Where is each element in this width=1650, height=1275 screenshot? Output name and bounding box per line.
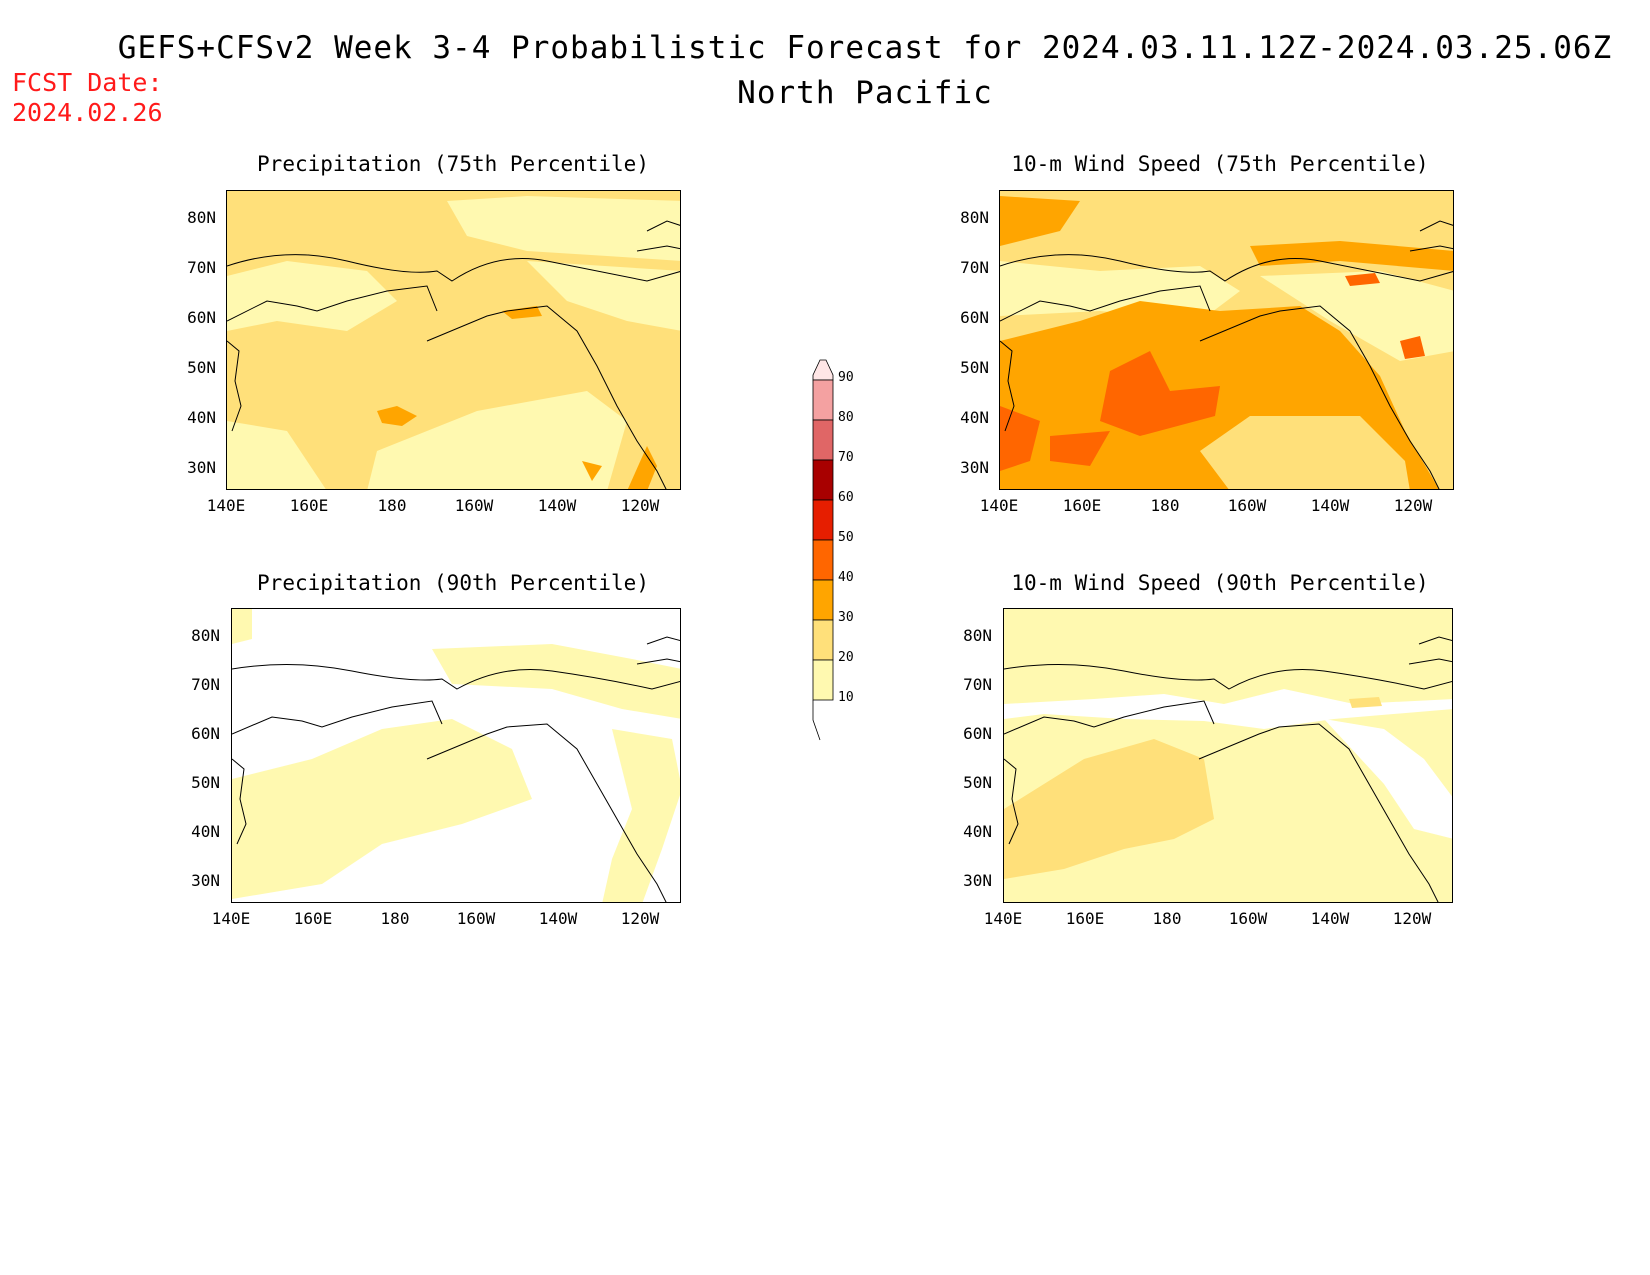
lat-label: 50N bbox=[963, 773, 992, 792]
lon-label: 180 bbox=[1150, 496, 1180, 515]
colorbar-label: 40 bbox=[838, 570, 854, 585]
lon-label: 160W bbox=[1228, 909, 1268, 928]
lat-label: 30N bbox=[963, 871, 992, 890]
colorbar bbox=[810, 330, 870, 754]
lon-label: 140E bbox=[206, 496, 246, 515]
lon-label: 180 bbox=[1152, 909, 1182, 928]
panel-title-precip-75: Precipitation (75th Percentile) bbox=[257, 152, 649, 176]
lat-label: 40N bbox=[187, 408, 216, 427]
lon-label: 140W bbox=[1310, 496, 1350, 515]
lat-label: 80N bbox=[187, 208, 216, 227]
colorbar-label: 70 bbox=[838, 450, 854, 465]
lat-label: 70N bbox=[191, 675, 220, 694]
map-precip-90 bbox=[231, 608, 681, 903]
lon-label: 140W bbox=[538, 909, 578, 928]
panel-title-wind-90: 10-m Wind Speed (90th Percentile) bbox=[1011, 571, 1429, 595]
lon-label: 160W bbox=[454, 496, 494, 515]
lon-label: 140E bbox=[979, 496, 1019, 515]
lat-label: 40N bbox=[960, 408, 989, 427]
lon-label: 140W bbox=[1310, 909, 1350, 928]
lon-label: 140W bbox=[537, 496, 577, 515]
lat-label: 50N bbox=[191, 773, 220, 792]
lon-label: 160W bbox=[456, 909, 496, 928]
lat-label: 30N bbox=[191, 871, 220, 890]
lat-label: 60N bbox=[187, 308, 216, 327]
lon-label: 140E bbox=[983, 909, 1023, 928]
lat-label: 70N bbox=[960, 258, 989, 277]
colorbar-swatch bbox=[812, 619, 834, 661]
panel-title-precip-90: Precipitation (90th Percentile) bbox=[257, 571, 649, 595]
colorbar-swatch bbox=[812, 499, 834, 541]
main-title: GEFS+CFSv2 Week 3-4 Probabilistic Foreca… bbox=[117, 30, 1613, 66]
lon-label: 160E bbox=[1065, 909, 1105, 928]
colorbar-label: 50 bbox=[838, 530, 854, 545]
lon-label: 120W bbox=[620, 496, 660, 515]
forecast-date-value: 2024.02.26 bbox=[12, 98, 163, 127]
map-precip-75 bbox=[226, 190, 681, 490]
colorbar-label: 90 bbox=[838, 370, 854, 385]
lat-label: 40N bbox=[191, 822, 220, 841]
colorbar-label: 30 bbox=[838, 610, 854, 625]
colorbar-swatch bbox=[812, 459, 834, 501]
colorbar-swatch bbox=[812, 379, 834, 421]
lon-label: 140E bbox=[211, 909, 251, 928]
lat-label: 60N bbox=[960, 308, 989, 327]
lon-label: 160E bbox=[1062, 496, 1102, 515]
colorbar-swatch bbox=[812, 539, 834, 581]
lat-label: 80N bbox=[963, 626, 992, 645]
lat-label: 70N bbox=[963, 675, 992, 694]
panel-title-wind-75: 10-m Wind Speed (75th Percentile) bbox=[1011, 152, 1429, 176]
lat-label: 30N bbox=[960, 458, 989, 477]
lon-label: 160W bbox=[1227, 496, 1267, 515]
map-wind-75 bbox=[999, 190, 1454, 490]
lat-label: 60N bbox=[191, 724, 220, 743]
lat-label: 70N bbox=[187, 258, 216, 277]
lat-label: 60N bbox=[963, 724, 992, 743]
colorbar-label: 60 bbox=[838, 490, 854, 505]
forecast-date-label: FCST Date: bbox=[12, 68, 163, 97]
region-subtitle: North Pacific bbox=[737, 75, 993, 111]
lon-label: 160E bbox=[293, 909, 333, 928]
colorbar-label: 10 bbox=[838, 690, 854, 705]
lon-label: 120W bbox=[620, 909, 660, 928]
lon-label: 120W bbox=[1393, 496, 1433, 515]
lat-label: 40N bbox=[963, 822, 992, 841]
lat-label: 80N bbox=[960, 208, 989, 227]
map-wind-90 bbox=[1003, 608, 1453, 903]
colorbar-label: 80 bbox=[838, 410, 854, 425]
lat-label: 50N bbox=[187, 358, 216, 377]
colorbar-label: 20 bbox=[838, 650, 854, 665]
colorbar-swatch bbox=[812, 659, 834, 701]
colorbar-swatch bbox=[812, 419, 834, 461]
colorbar-swatch bbox=[812, 579, 834, 621]
lat-label: 30N bbox=[187, 458, 216, 477]
lon-label: 120W bbox=[1392, 909, 1432, 928]
lat-label: 80N bbox=[191, 626, 220, 645]
lon-label: 160E bbox=[289, 496, 329, 515]
lat-label: 50N bbox=[960, 358, 989, 377]
lon-label: 180 bbox=[377, 496, 407, 515]
lon-label: 180 bbox=[380, 909, 410, 928]
